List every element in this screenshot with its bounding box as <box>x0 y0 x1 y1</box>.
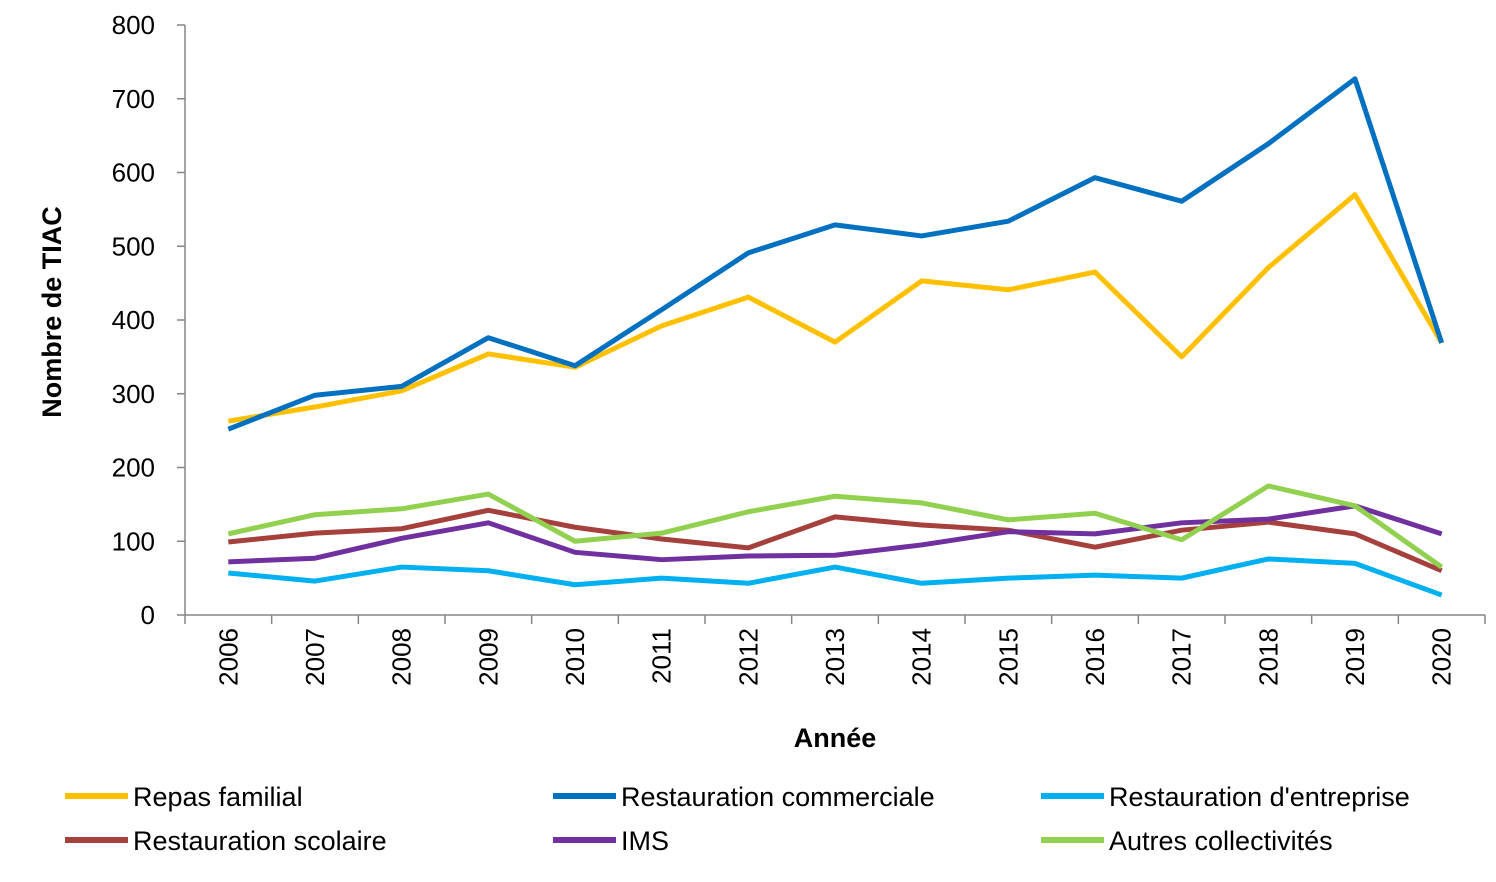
x-axis-label: Année <box>794 723 877 753</box>
x-tick-label: 2007 <box>300 628 330 686</box>
y-tick-label: 700 <box>112 84 155 114</box>
y-tick-label: 800 <box>112 10 155 40</box>
series-line <box>228 503 1443 565</box>
y-tick-label: 0 <box>141 600 155 630</box>
x-tick-label: 2011 <box>647 628 677 684</box>
legend-item: Restauration d'entreprise <box>1041 782 1410 812</box>
series-line <box>228 507 1443 574</box>
x-tick-label: 2014 <box>907 628 937 686</box>
x-tick-label: 2016 <box>1080 628 1110 686</box>
x-tick-label: 2012 <box>733 628 763 686</box>
legend-item: Repas familial <box>65 782 303 812</box>
x-tick-label: 2015 <box>993 628 1023 686</box>
series-line <box>227 76 1445 432</box>
legend-label: IMS <box>621 826 669 856</box>
x-tick-label: 2018 <box>1253 628 1283 686</box>
x-tick-label: 2009 <box>473 628 503 686</box>
legend-label: Autres collectivités <box>1109 826 1333 856</box>
x-tick-label: 2017 <box>1167 628 1197 686</box>
y-axis-label: Nombre de TIAC <box>37 206 67 418</box>
x-tick-label: 2006 <box>213 628 243 686</box>
x-tick-label: 2019 <box>1340 628 1370 686</box>
legend-label: Restauration scolaire <box>133 826 387 856</box>
y-tick-label: 400 <box>112 305 155 335</box>
legend-label: Restauration d'entreprise <box>1109 782 1410 812</box>
legend-item: IMS <box>553 826 669 856</box>
x-tick-label: 2008 <box>387 628 417 686</box>
legend-item: Autres collectivités <box>1041 826 1333 856</box>
x-tick-label: 2020 <box>1427 628 1457 686</box>
y-tick-label: 200 <box>112 453 155 483</box>
y-tick-label: 100 <box>112 526 155 556</box>
legend-label: Restauration commerciale <box>621 782 935 812</box>
y-tick-label: 500 <box>112 231 155 261</box>
y-tick-label: 600 <box>112 158 155 188</box>
legend-item: Restauration commerciale <box>553 782 935 812</box>
x-tick-label: 2013 <box>820 628 850 686</box>
legend-label: Repas familial <box>133 782 303 812</box>
series-line <box>227 483 1444 570</box>
series-line <box>228 556 1443 598</box>
series-line <box>227 192 1444 424</box>
legend-item: Restauration scolaire <box>65 826 387 856</box>
y-tick-label: 300 <box>112 379 155 409</box>
x-tick-label: 2010 <box>560 628 590 686</box>
